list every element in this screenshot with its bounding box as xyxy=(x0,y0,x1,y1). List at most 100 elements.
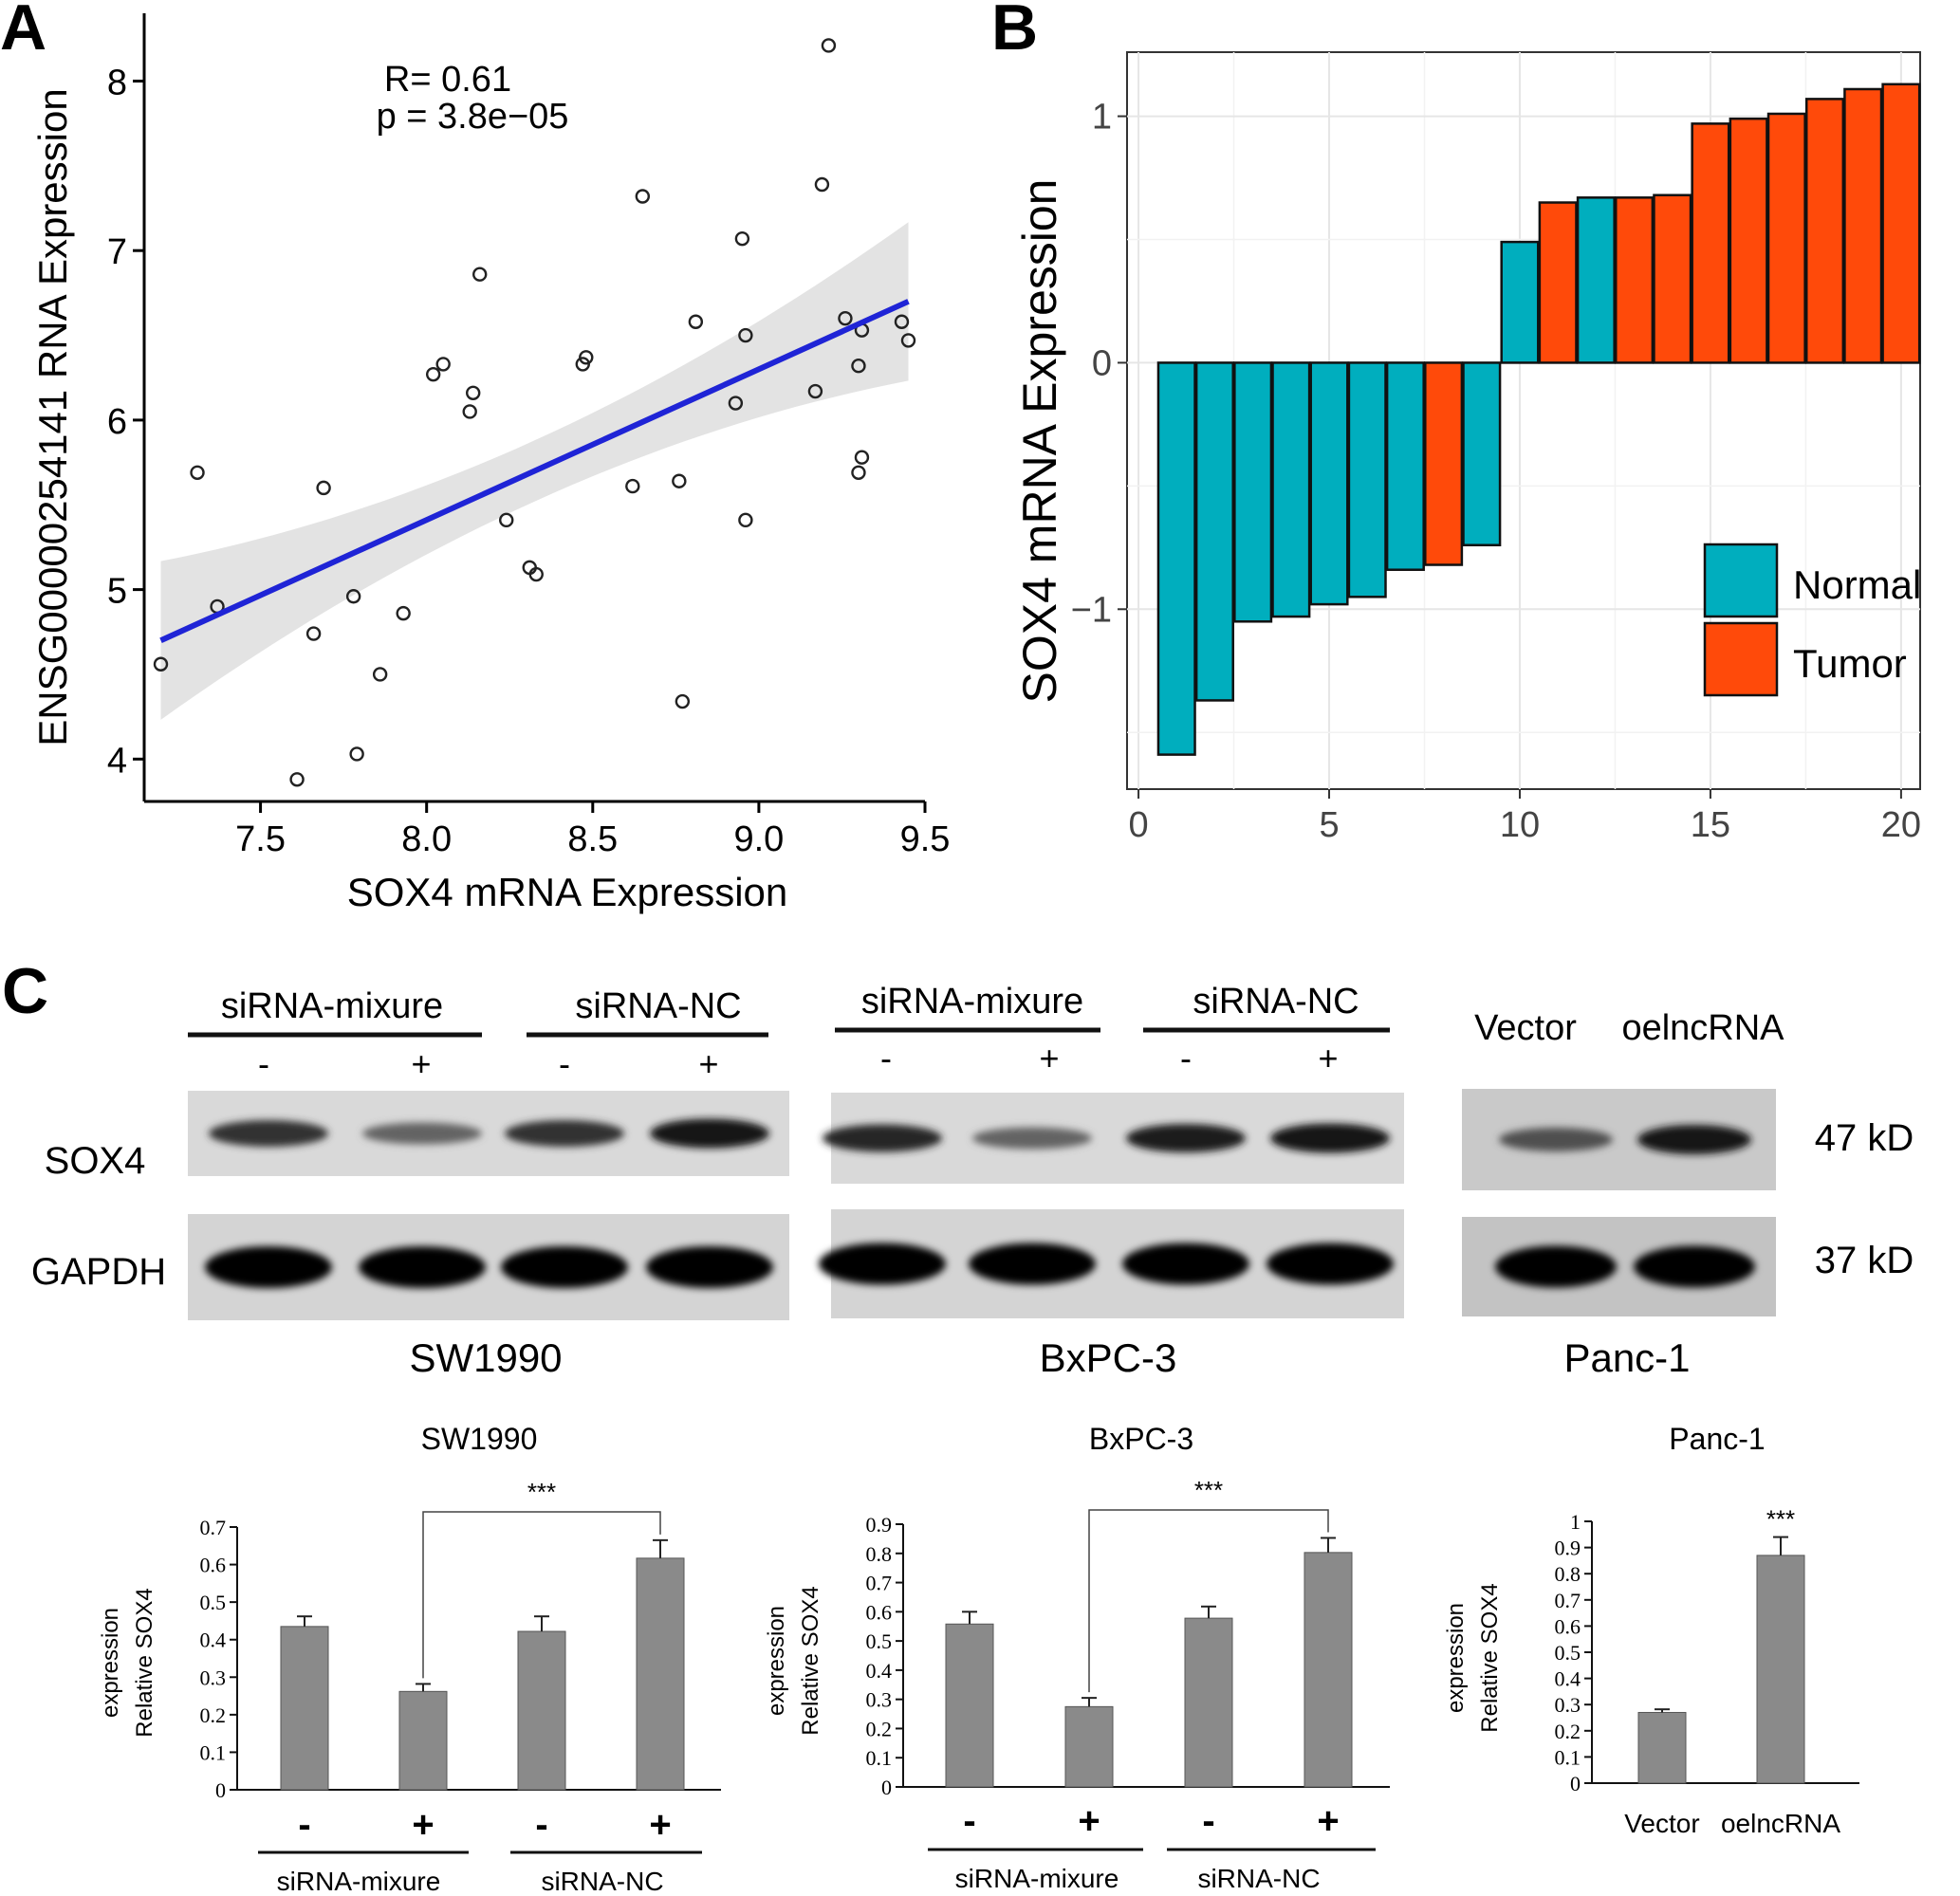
panel-label-b: B xyxy=(991,0,1038,64)
scatter-point xyxy=(635,189,651,204)
band-gapdh xyxy=(819,1243,946,1285)
bar-normal xyxy=(1576,196,1616,364)
x-tick-label: 9.0 xyxy=(733,819,784,859)
blot2-sign-2: + xyxy=(1039,1039,1059,1077)
y-axis-title-line1: Relative SOX4 xyxy=(132,1588,157,1737)
bar-normal xyxy=(1462,361,1502,546)
band-sox4 xyxy=(650,1118,769,1149)
p-value-label: p = 3.8e−05 xyxy=(377,97,569,137)
band-sox4 xyxy=(1270,1123,1390,1153)
band-sox4 xyxy=(505,1120,624,1147)
regression-line xyxy=(159,299,910,643)
scatter-point xyxy=(345,589,361,604)
blot1-sign-3: - xyxy=(559,1044,570,1083)
chart-title: BxPC-3 xyxy=(1089,1422,1193,1456)
quant-chart-sw1990: SW1990 Relative SOX4 expression 00.10.20… xyxy=(98,1422,721,1896)
band-gapdh xyxy=(1495,1245,1617,1288)
y-tick-label: 0.1 xyxy=(1555,1745,1581,1769)
scatter-point xyxy=(435,357,451,372)
y-tick-label: 0.2 xyxy=(866,1717,893,1740)
bar-normal xyxy=(1271,361,1311,618)
scatter-point xyxy=(466,385,481,401)
scatter-point xyxy=(672,473,687,488)
y-tick-label: 0.6 xyxy=(200,1554,227,1577)
scatter-point xyxy=(821,38,837,53)
bar-tumor xyxy=(1881,83,1921,364)
correlation-label: R= 0.61 xyxy=(384,60,511,100)
scatter-point xyxy=(190,465,205,481)
y-axis-title-line2: expression xyxy=(764,1606,789,1716)
category-label: oelncRNA xyxy=(1721,1809,1840,1838)
y-tick-label: 0.8 xyxy=(1555,1562,1581,1586)
scatter-point xyxy=(894,314,910,329)
y-tick-label: 0 xyxy=(1092,343,1112,383)
significance-label: *** xyxy=(1194,1476,1223,1504)
bar-tumor xyxy=(1843,87,1883,364)
band-sox4 xyxy=(1637,1125,1751,1154)
bar-normal xyxy=(1347,361,1387,598)
quant-chart-panc1: Panc-1 Relative SOX4 expression 00.10.20… xyxy=(1443,1422,1859,1838)
band-gapdh xyxy=(359,1246,486,1288)
scatter-point xyxy=(738,512,753,528)
scatter-point xyxy=(372,667,388,682)
band-gapdh xyxy=(205,1246,332,1288)
scatter-point xyxy=(738,327,753,343)
y-tick-label: 0.9 xyxy=(1555,1537,1581,1560)
bar-tumor xyxy=(1538,201,1578,364)
row-label-sox4: SOX4 xyxy=(45,1140,146,1182)
scatter-point xyxy=(305,626,322,641)
scatter-point xyxy=(575,357,590,372)
quant-chart-bxpc3: BxPC-3 Relative SOX4 expression 0 0.1 0.2 0… xyxy=(764,1422,1390,1893)
category-label: + xyxy=(1078,1800,1100,1842)
y-tick-label: 0.3 xyxy=(1555,1693,1581,1717)
x-tick-label: 10 xyxy=(1500,805,1540,845)
bar xyxy=(1304,1552,1353,1788)
axis-ticks: 7.5 8.0 8.5 9.0 9.5 4 5 6 7 8 xyxy=(107,63,951,859)
bar-normal xyxy=(1500,240,1540,364)
category-label: - xyxy=(535,1804,547,1846)
scatter-point xyxy=(153,656,169,672)
scatter-point xyxy=(462,404,477,419)
category-label: Vector xyxy=(1624,1809,1699,1838)
blot1-group-2: siRNA-NC xyxy=(575,986,741,1026)
y-tick-label: 0.7 xyxy=(866,1572,893,1595)
scatter-point xyxy=(851,359,866,374)
bar xyxy=(1064,1705,1114,1788)
category-label: - xyxy=(1202,1800,1214,1842)
significance-label: *** xyxy=(1766,1505,1795,1534)
y-tick-label: 0.7 xyxy=(1555,1589,1581,1612)
y-axis-title: SOX4 mRNA Expression xyxy=(1013,179,1066,704)
y-axis-title: ENSG00000254141 RNA Expression xyxy=(30,88,75,746)
x-tick-label: 20 xyxy=(1881,805,1921,845)
band-gapdh xyxy=(969,1243,1096,1285)
bar xyxy=(1637,1711,1687,1784)
significance-bracket xyxy=(422,1511,661,1679)
scatter-point xyxy=(807,383,823,399)
scatter-point xyxy=(289,772,305,787)
y-axis-title-line1: Relative SOX4 xyxy=(1477,1583,1503,1732)
x-tick-label: 5 xyxy=(1319,805,1339,845)
cell-line-label-bxpc3: BxPC-3 xyxy=(1040,1335,1177,1380)
y-tick-label: 0 xyxy=(1570,1772,1581,1795)
band-sox4 xyxy=(1499,1128,1613,1151)
group-label-1: siRNA-mixure xyxy=(955,1864,1119,1893)
y-tick-label: 0.1 xyxy=(866,1746,893,1770)
legend-swatch-tumor xyxy=(1703,621,1779,697)
panel-label-c: C xyxy=(2,955,48,1027)
y-tick-label: 4 xyxy=(107,741,127,781)
y-axis-title-line1: Relative SOX4 xyxy=(798,1586,823,1735)
category-label: - xyxy=(963,1800,975,1842)
y-tick-label: 0.3 xyxy=(200,1666,227,1689)
y-tick-label: 0 xyxy=(881,1776,892,1799)
y-tick-label: 1 xyxy=(1092,98,1112,138)
size-label-37: 37 kD xyxy=(1815,1240,1914,1281)
band-gapdh xyxy=(1122,1243,1249,1285)
bar-normal xyxy=(1233,361,1273,623)
x-tick-label: 15 xyxy=(1691,805,1730,845)
y-tick-label: 0.7 xyxy=(200,1516,227,1539)
scatter-point xyxy=(396,605,411,621)
y-tick-label: 0.2 xyxy=(200,1703,227,1727)
category-label: + xyxy=(1317,1800,1339,1842)
scatter-point xyxy=(734,230,750,247)
y-tick-label: 0.4 xyxy=(1555,1667,1581,1691)
